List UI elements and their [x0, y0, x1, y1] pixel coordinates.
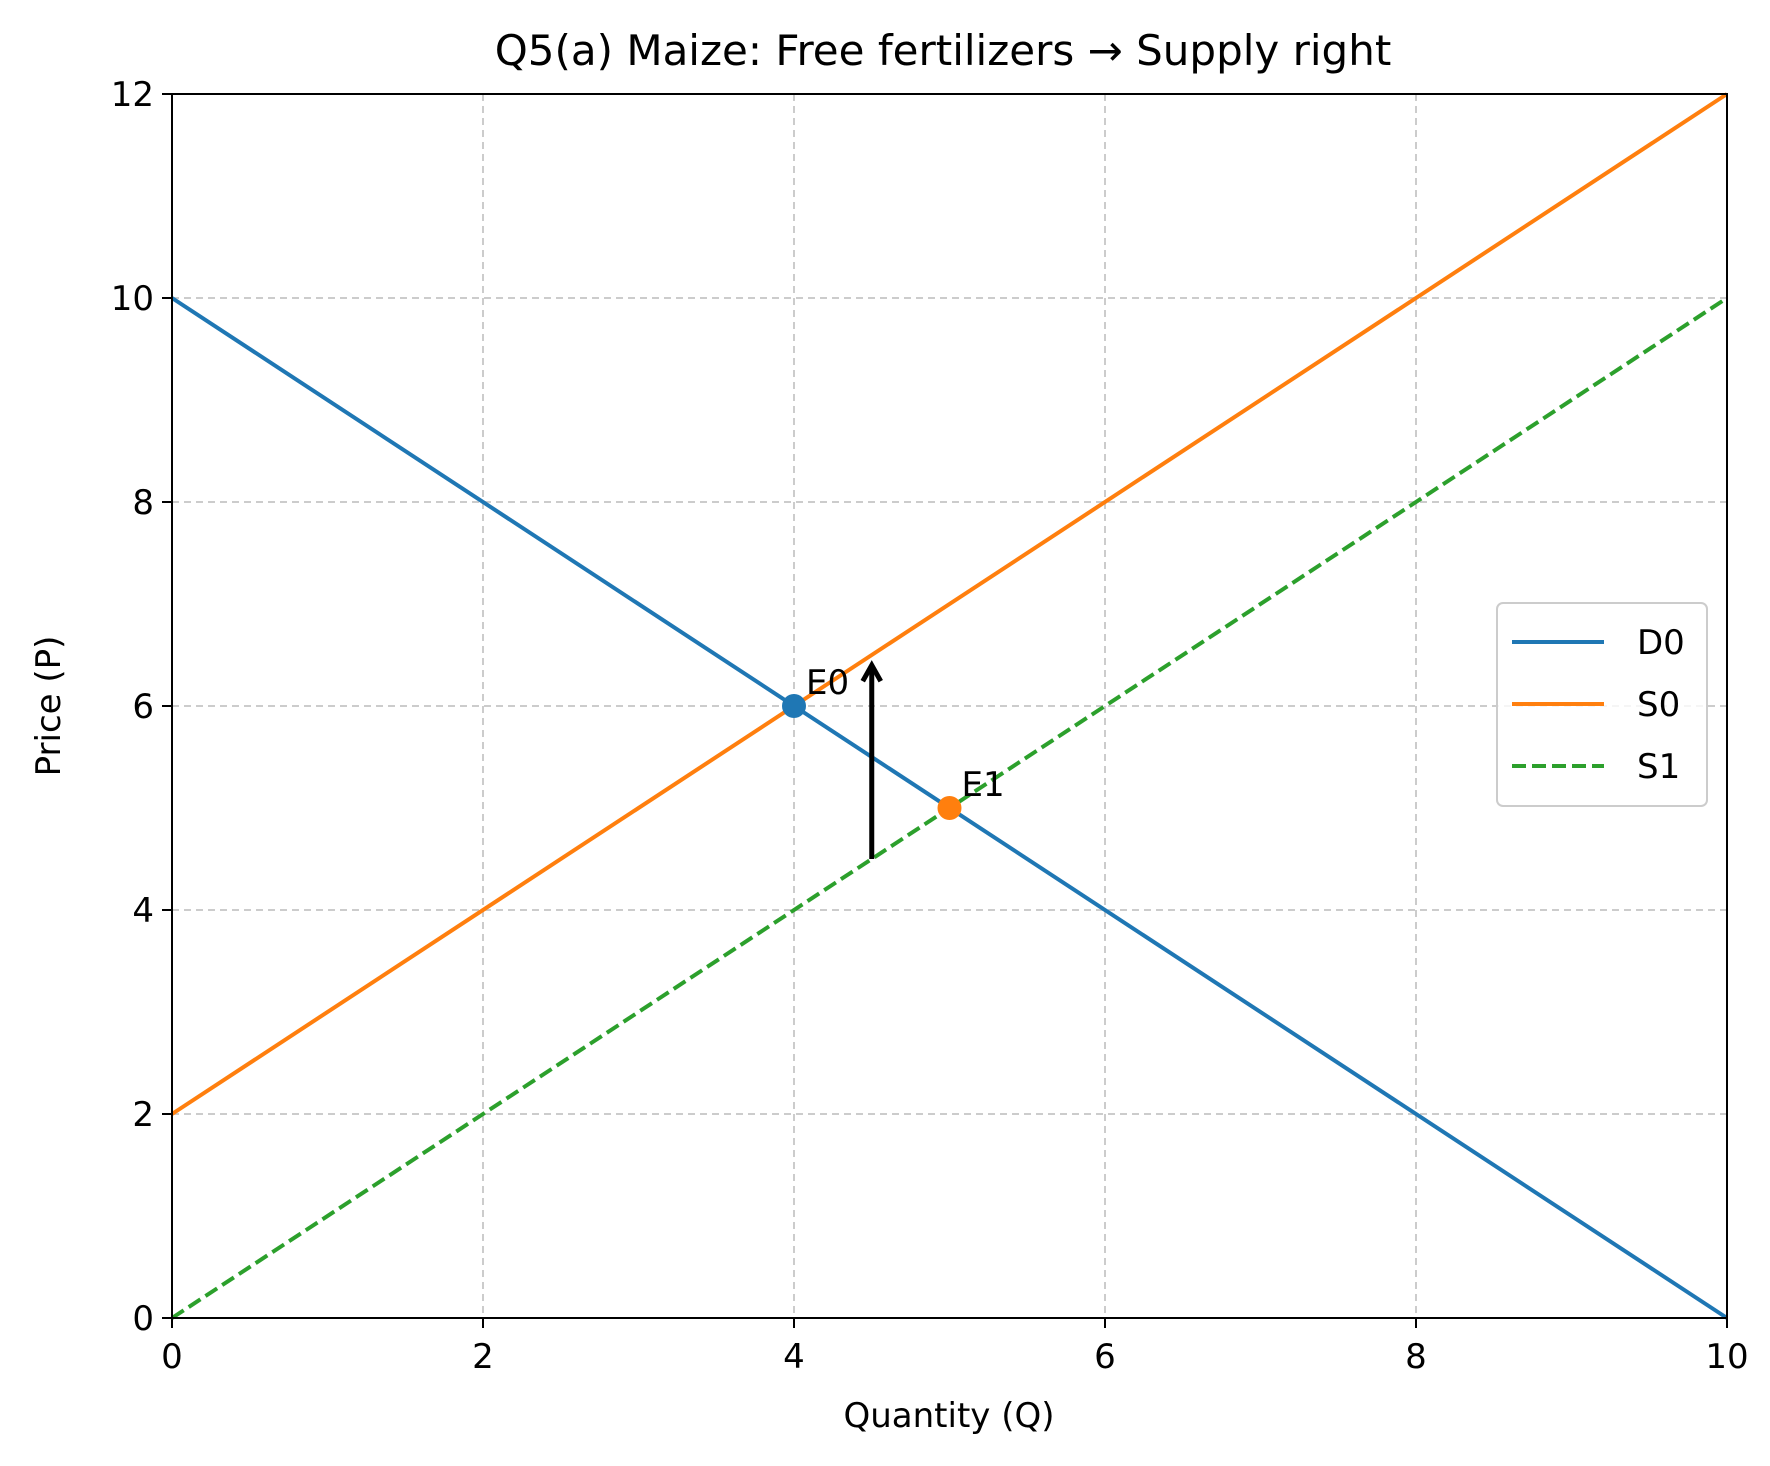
legend-label-s0: S0: [1637, 685, 1680, 725]
y-tick-label: 0: [132, 1299, 154, 1339]
y-tick-label: 4: [132, 891, 154, 931]
x-tick-label: 4: [783, 1337, 805, 1377]
chart-title: Q5(a) Maize: Free fertilizers → Supply r…: [495, 26, 1392, 75]
y-tick-label: 2: [132, 1095, 154, 1135]
x-tick-label: 0: [161, 1337, 183, 1377]
equilibrium-point-e1: [937, 796, 962, 820]
legend-label-d0: D0: [1637, 623, 1685, 663]
x-axis-label: Quantity (Q): [843, 1396, 1054, 1436]
legend-label-s1: S1: [1637, 747, 1680, 787]
y-tick-label: 8: [132, 483, 154, 523]
equilibrium-label-e0: E0: [806, 663, 849, 703]
x-tick-label: 2: [472, 1337, 494, 1377]
x-tick-label: 8: [1405, 1337, 1427, 1377]
legend: D0 S0 S1: [1496, 602, 1708, 807]
x-tick-label: 6: [1094, 1337, 1116, 1377]
equilibrium-point-e0: [782, 694, 806, 718]
axis-ticks: 0 2 4 6 8 10 0 2 4 6 8 10 12: [111, 75, 1749, 1377]
series-line-s0: [170, 92, 1729, 1116]
equilibrium-label-e1: E1: [962, 765, 1005, 805]
y-tick-label: 10: [111, 279, 154, 319]
y-tick-label: 6: [132, 687, 154, 727]
y-axis-label: Price (P): [29, 636, 69, 777]
x-tick-label: 10: [1705, 1337, 1748, 1377]
annotations: E0 E1: [782, 660, 1005, 859]
y-tick-label: 12: [111, 75, 154, 115]
shift-arrow-head: [860, 660, 883, 683]
